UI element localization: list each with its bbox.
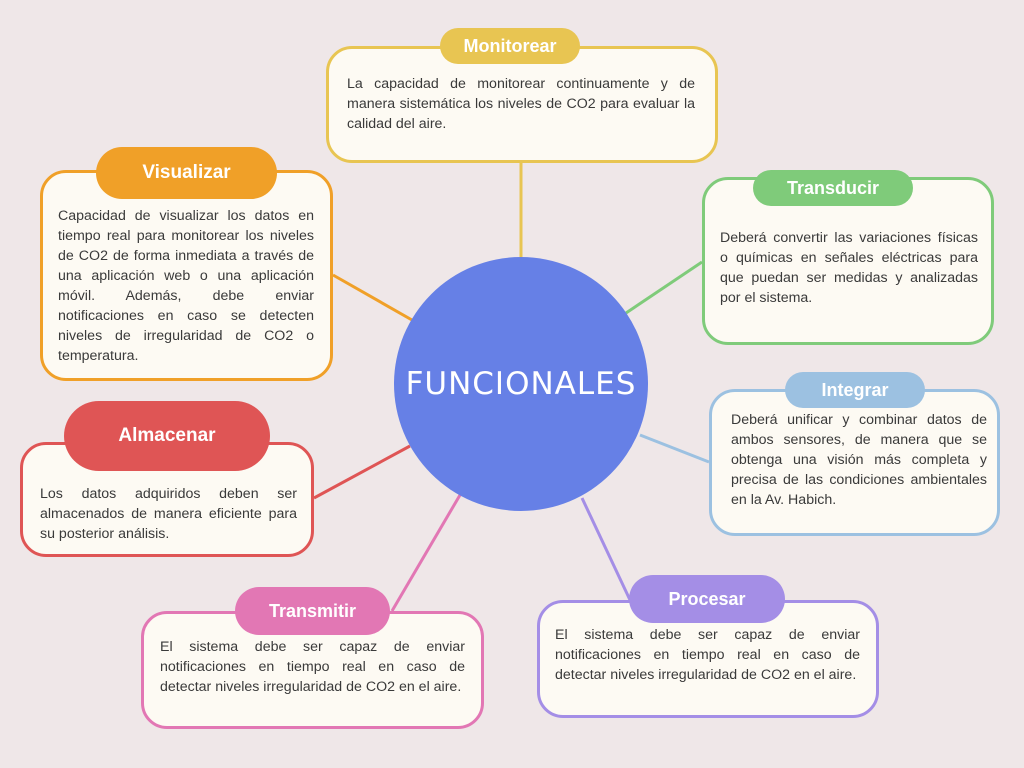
transmitir-title: Transmitir [235,587,390,635]
transmitir-title-label: Transmitir [268,600,357,621]
almacenar-description: Los datos adquiridos deben ser almacenad… [40,486,297,542]
integrar-description: Deberá unificar y combinar datos de ambo… [731,412,987,508]
transmitir-description: El sistema debe ser capaz de enviar noti… [160,639,465,695]
transmitir-card [141,611,484,729]
monitorear-title-label: Monitorear [463,35,557,56]
visualizar-card [40,170,333,381]
visualizar-description: Capacidad de visualizar los datos en tie… [58,208,314,364]
connector-visualizar [332,273,413,322]
connector-almacenar [313,444,411,500]
transducir-title: Transducir [753,170,913,206]
central-node: FUNCIONALES [394,257,648,511]
visualizar-title-label: Visualizar [142,162,231,183]
procesar-title: Procesar [629,575,785,623]
procesar-card [537,600,879,718]
connector-integrar [639,433,710,464]
almacenar-title: Almacenar [64,401,270,471]
integrar-title: Integrar [785,372,925,408]
connector-transducir [625,260,703,315]
central-node-label: FUNCIONALES [405,366,637,402]
procesar-title-label: Procesar [668,588,746,609]
monitorear-title: Monitorear [440,28,580,64]
integrar-title-label: Integrar [821,379,889,400]
connector-procesar [580,497,632,601]
procesar-description: El sistema debe ser capaz de enviar noti… [555,627,860,683]
monitorear-description: La capacidad de monitorear continuamente… [347,76,695,132]
connector-transmitir [390,494,462,612]
almacenar-title-label: Almacenar [118,425,216,446]
transducir-title-label: Transducir [786,177,880,198]
visualizar-title: Visualizar [96,147,277,199]
transducir-description: Deberá convertir las variaciones físicas… [720,230,978,306]
